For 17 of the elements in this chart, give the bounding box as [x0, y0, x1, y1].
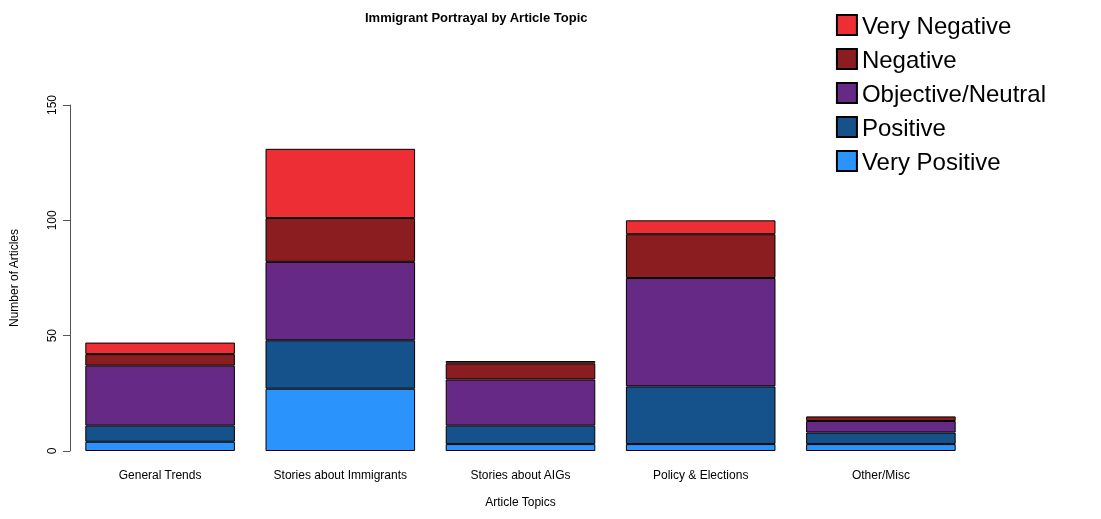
x-tick-label: Stories about AIGs — [470, 468, 571, 482]
y-tick-label: 0 — [45, 447, 59, 455]
y-tick-label: 150 — [45, 94, 59, 116]
x-tick-label: Other/Misc — [851, 468, 910, 482]
x-tick-label: Stories about Immigrants — [273, 468, 407, 482]
chart-title: Immigrant Portrayal by Article Topic — [365, 10, 588, 25]
y-tick-label: 100 — [45, 210, 59, 231]
legend-label: Very Positive — [861, 147, 1001, 175]
legend-label: Negative — [861, 45, 957, 73]
y-axis-title: Number of Articles — [7, 228, 21, 328]
legend-label: Positive — [861, 113, 946, 141]
legend-label: Objective/Neutral — [861, 79, 1046, 107]
x-axis-title: Article Topics — [485, 495, 556, 509]
x-tick-label: Policy & Elections — [653, 468, 749, 482]
y-tick-label: 50 — [45, 328, 59, 343]
x-tick-label: General Trends — [118, 468, 202, 482]
legend-label: Very Negative — [861, 11, 1012, 39]
